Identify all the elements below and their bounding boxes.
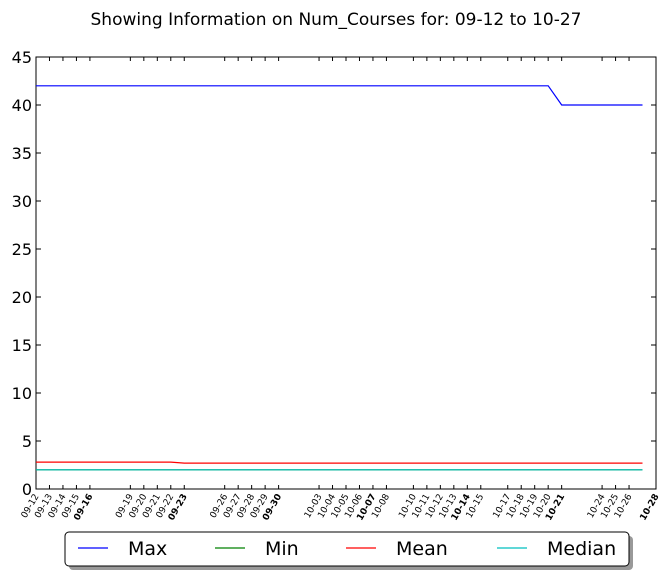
y-tick-label: 25 (12, 240, 32, 259)
series-line-max (36, 85, 643, 106)
legend-label-mean: Mean (396, 538, 448, 560)
y-tick-label: 40 (12, 96, 32, 115)
y-tick-label: 45 (12, 48, 32, 67)
x-tick-label: 10-28 (639, 493, 662, 523)
y-axis: 0 5 10 15 20 25 30 35 40 45 (12, 48, 656, 499)
y-tick-label: 20 (12, 288, 32, 307)
legend-label-min: Min (265, 538, 299, 560)
legend: Max Min Mean Median (64, 531, 633, 570)
series-layer (36, 85, 643, 471)
plot-area (35, 56, 657, 490)
y-tick-label: 15 (12, 336, 32, 355)
y-tick-label: 5 (22, 432, 32, 451)
series-line-mean (36, 461, 643, 464)
y-tick-label: 10 (12, 384, 32, 403)
y-tick-label: 30 (12, 192, 32, 211)
y-tick-label: 35 (12, 144, 32, 163)
legend-label-median: Median (547, 538, 616, 560)
legend-label-max: Max (128, 538, 167, 560)
legend-box (64, 531, 630, 567)
y-tick-label: 0 (22, 480, 32, 499)
chart-title: Showing Information on Num_Courses for: … (91, 10, 582, 30)
